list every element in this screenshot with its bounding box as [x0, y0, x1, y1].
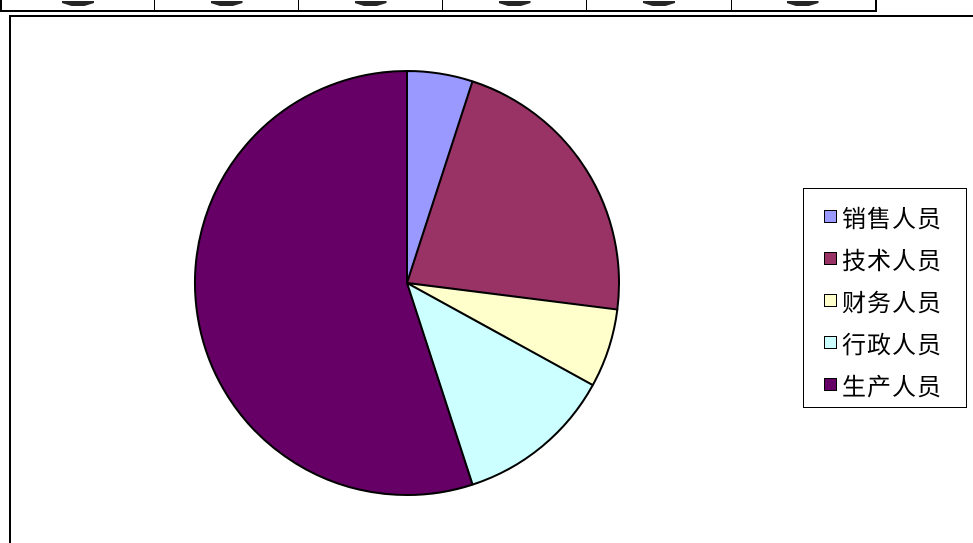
legend-label: 销售人员	[842, 204, 942, 233]
table-cell[interactable]	[299, 0, 443, 10]
table-cell[interactable]	[0, 0, 155, 10]
table-cell[interactable]	[155, 0, 299, 10]
chart-legend[interactable]: 销售人员 技术人员 财务人员 行政人员 生产人员	[803, 188, 967, 408]
legend-swatch	[824, 335, 837, 349]
table-cell[interactable]	[587, 0, 732, 10]
legend-swatch	[824, 377, 837, 391]
pie-slice-5[interactable]	[194, 70, 474, 496]
legend-item: 行政人员	[804, 321, 966, 363]
legend-item: 技术人员	[804, 237, 966, 279]
table-cell[interactable]	[443, 0, 587, 10]
pie-slice-4[interactable]	[406, 282, 594, 486]
table-cell[interactable]	[732, 0, 873, 10]
legend-item: 生产人员	[804, 363, 966, 405]
legend-label: 生产人员	[842, 372, 942, 401]
legend-label: 行政人员	[842, 330, 942, 359]
pie-slice-2[interactable]	[406, 80, 620, 311]
legend-label: 财务人员	[842, 288, 942, 317]
chart-area[interactable]: 销售人员 技术人员 财务人员 行政人员 生产人员	[9, 15, 973, 543]
pie-chart	[194, 70, 620, 496]
legend-swatch	[824, 293, 837, 307]
legend-label: 技术人员	[842, 246, 942, 275]
legend-item: 销售人员	[804, 195, 966, 237]
legend-item: 财务人员	[804, 279, 966, 321]
spreadsheet-row-cropped	[0, 0, 877, 12]
legend-swatch	[824, 251, 837, 265]
legend-swatch	[824, 209, 837, 223]
